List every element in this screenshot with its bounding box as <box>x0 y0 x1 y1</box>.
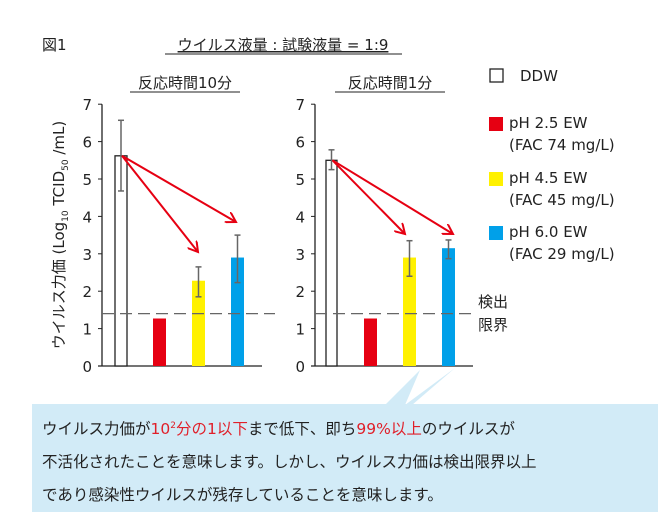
y-tick-label: 2 <box>295 283 305 301</box>
callout-tail <box>385 368 455 405</box>
legend-swatch-ddw <box>489 68 504 83</box>
bar-ph-4-5-ew <box>403 257 416 366</box>
bar-ph-6-0-ew <box>442 248 455 366</box>
bar-ph-2-5-ew <box>364 318 377 366</box>
bar-ph-2-5-ew <box>153 318 166 366</box>
detection-limit-label-2: 限界 <box>478 316 508 334</box>
y-tick-label: 4 <box>295 208 305 226</box>
reduction-arrow <box>331 159 406 234</box>
y-tick-label: 2 <box>82 283 92 301</box>
legend-swatch-ph25 <box>489 117 503 131</box>
bar-ph-6-0-ew <box>231 257 244 366</box>
legend-ph45-fac: (FAC 45 mg/L) <box>509 191 615 209</box>
figure-label: 図1 <box>42 36 67 54</box>
y-axis-label: ウイルス力価 (Log10 TCID50 /mL) <box>50 121 71 349</box>
reduction-arrow <box>121 155 198 252</box>
legend-swatch-ph45 <box>489 172 503 186</box>
legend-ph60-fac: (FAC 29 mg/L) <box>509 245 615 263</box>
legend-swatch-ph60 <box>489 226 503 240</box>
y-tick-label: 0 <box>295 358 305 376</box>
y-tick-label: 7 <box>295 96 305 114</box>
y-tick-label: 3 <box>295 246 305 264</box>
legend-ph25-fac: (FAC 74 mg/L) <box>509 136 615 154</box>
legend-ddw: DDW <box>520 67 558 85</box>
y-tick-label: 3 <box>82 246 92 264</box>
chart-title: 反応時間10分 <box>138 74 232 92</box>
callout-line-3: であり感染性ウイルスが残存していることを意味します。 <box>42 486 443 505</box>
y-tick-label: 7 <box>82 96 92 114</box>
y-tick-label: 6 <box>82 134 92 152</box>
y-tick-label: 4 <box>82 208 92 226</box>
legend-ph60: pH 6.0 EW <box>509 223 588 241</box>
y-tick-label: 0 <box>82 358 92 376</box>
callout-box: ウイルス力価が102分の1以下まで低下、即ち99%以上のウイルスが 不活化された… <box>32 404 658 512</box>
reduction-arrow <box>331 159 454 234</box>
bar-ph-4-5-ew <box>192 280 205 366</box>
chart-title: 反応時間1分 <box>348 74 433 92</box>
legend-ph25: pH 2.5 EW <box>509 114 588 132</box>
figure-title: ウイルス液量 : 試験液量 = 1:9 <box>178 36 389 54</box>
y-tick-label: 6 <box>295 134 305 152</box>
bar-ddw <box>325 159 338 367</box>
y-tick-label: 1 <box>82 321 92 339</box>
y-tick-label: 5 <box>82 171 92 189</box>
legend-ph45: pH 4.5 EW <box>509 169 588 187</box>
callout-line-1: ウイルス力価が102分の1以下まで低下、即ち99%以上のウイルスが <box>42 420 515 439</box>
reduction-arrow <box>121 154 236 222</box>
detection-limit-label-1: 検出 <box>478 293 508 311</box>
y-tick-label: 5 <box>295 171 305 189</box>
callout-line-2: 不活化されたことを意味します。しかし、ウイルス力価は検出限界以上 <box>42 453 537 472</box>
y-tick-label: 1 <box>295 321 305 339</box>
